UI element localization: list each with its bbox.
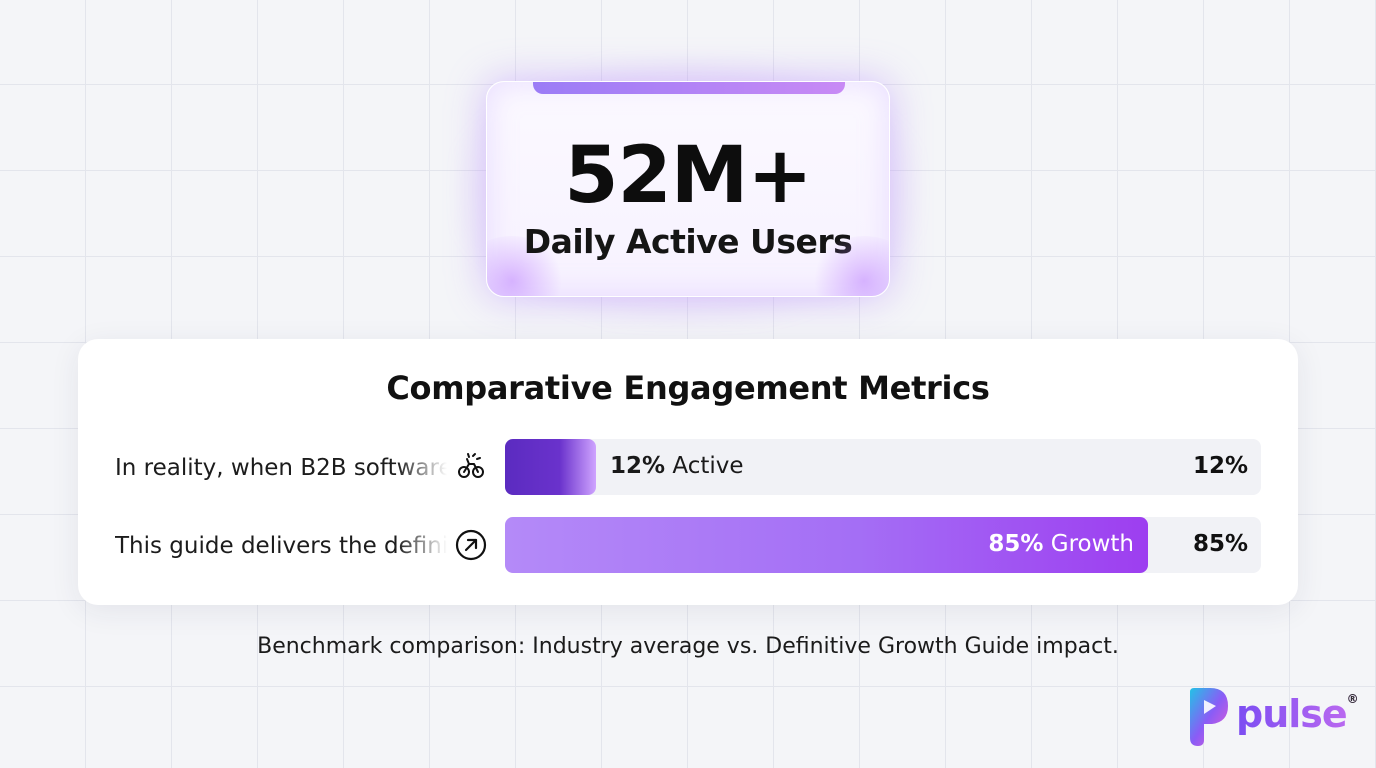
bar-fill <box>505 517 1148 573</box>
hero-stat-value: 52M+ <box>564 131 813 221</box>
bar-track: 12% Active 12% <box>505 439 1261 495</box>
brand-wordmark: pulse® <box>1236 692 1359 736</box>
arrow-up-right-circle-icon <box>454 528 488 562</box>
brand-logo: pulse® <box>1184 686 1359 748</box>
bar-track: 85% Growth 85% <box>505 517 1261 573</box>
metric-row: In reality, when B2B software 12% Active… <box>78 439 1298 495</box>
bar-label-value: 12% <box>610 453 666 479</box>
brand-registered-mark: ® <box>1346 692 1359 706</box>
bar-end-value: 12% <box>1192 453 1248 479</box>
hero-stat-card: 52M+ Daily Active Users <box>486 81 890 297</box>
pulse-logo-icon <box>1190 688 1228 746</box>
bar-label: 12% Active <box>610 453 744 479</box>
metrics-panel: Comparative Engagement Metrics In realit… <box>78 339 1298 605</box>
panel-title: Comparative Engagement Metrics <box>386 369 990 407</box>
hero-stat-label: Daily Active Users <box>523 222 853 261</box>
hero-accent-bar <box>533 82 845 94</box>
bar-end-value: 85% <box>1192 531 1248 557</box>
metric-row-label: In reality, when B2B software <box>115 455 447 481</box>
metric-row: This guide delivers the defini 85% Growt… <box>78 517 1298 573</box>
bar-label-value: 85% <box>988 531 1044 557</box>
bar-fill <box>505 439 596 495</box>
bar-label: 85% Growth <box>988 531 1134 557</box>
brand-name: pulse <box>1236 692 1347 736</box>
metric-row-label: This guide delivers the defini <box>115 533 447 559</box>
chart-caption: Benchmark comparison: Industry average v… <box>257 634 1119 659</box>
broken-chain-icon <box>454 450 488 484</box>
